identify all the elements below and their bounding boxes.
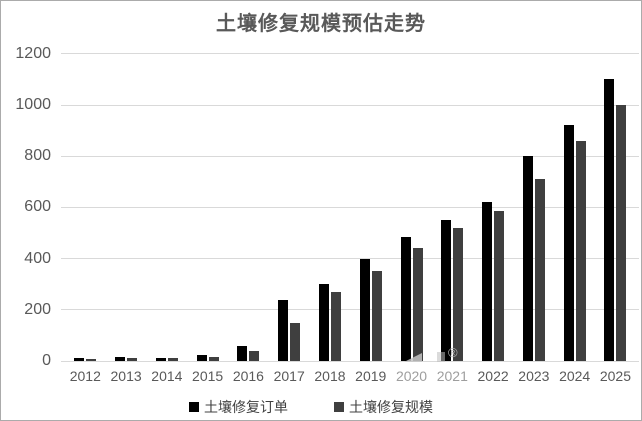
x-axis-tick-label: 2022	[477, 368, 509, 384]
gridline	[61, 309, 639, 311]
bar-土壤修复订单-2020	[400, 236, 411, 361]
bar-土壤修复规模-2024	[575, 140, 586, 361]
watermark-patch	[437, 352, 445, 362]
bar-土壤修复订单-2019	[359, 258, 370, 361]
bar-土壤修复订单-2017	[278, 299, 289, 361]
bar-土壤修复订单-2012	[74, 358, 85, 361]
watermark-swoosh	[404, 353, 422, 362]
bar-土壤修复订单-2018	[318, 284, 329, 361]
x-axis-tick-label: 2017	[273, 368, 305, 384]
gridline	[61, 258, 639, 260]
gridline	[61, 155, 639, 157]
bar-土壤修复订单-2014	[155, 357, 166, 361]
bar-土壤修复规模-2012	[86, 359, 97, 361]
bar-土壤修复规模-2017	[290, 322, 301, 361]
y-axis-tick-label: 800	[24, 147, 51, 165]
bar-土壤修复规模-2014	[167, 357, 178, 361]
x-axis-tick-label: 2013	[110, 368, 142, 384]
bar-土壤修复订单-2024	[563, 125, 574, 361]
x-axis-tick-label: 2015	[192, 368, 224, 384]
y-axis-tick-label: 600	[24, 198, 51, 216]
legend-swatch-orders	[189, 402, 199, 412]
x-axis-tick-label: 2025	[599, 368, 632, 384]
bar-土壤修复规模-2021	[453, 227, 464, 361]
legend-label-orders: 土壤修复订单	[204, 399, 288, 415]
y-axis-tick-label: 200	[24, 300, 51, 318]
x-axis-tick-label: 2018	[314, 368, 346, 384]
legend-item-orders: 土壤修复订单	[189, 397, 288, 417]
bar-土壤修复订单-2016	[237, 345, 248, 361]
bar-土壤修复订单-2021	[441, 220, 452, 361]
bar-土壤修复规模-2022	[494, 211, 505, 361]
y-axis-tick-label: 1000	[15, 96, 51, 113]
bar-土壤修复订单-2023	[522, 156, 533, 361]
legend-swatch-scale	[334, 402, 344, 412]
x-axis-line	[61, 360, 639, 362]
bar-土壤修复规模-2023	[534, 179, 545, 361]
bar-土壤修复订单-2015	[196, 355, 207, 361]
bar-土壤修复规模-2020	[412, 248, 423, 361]
bar-土壤修复订单-2025	[604, 79, 615, 361]
bar-土壤修复订单-2013	[115, 357, 126, 361]
bar-土壤修复订单-2022	[482, 202, 493, 361]
x-axis-tick-label: 2024	[559, 368, 591, 384]
legend: 土壤修复订单 土壤修复规模	[1, 397, 621, 417]
x-axis-tick-label: 2019	[355, 368, 387, 384]
y-axis-tick-label: 1200	[15, 44, 51, 62]
gridline	[61, 206, 639, 208]
x-axis-tick-label: 2012	[69, 368, 101, 384]
watermark-registered-icon: ®	[448, 345, 458, 360]
x-axis-tick-label: 2023	[518, 368, 550, 384]
x-axis-tick-label: 2020	[395, 368, 428, 384]
gridline	[61, 104, 639, 106]
bar-土壤修复规模-2019	[371, 271, 382, 361]
bar-土壤修复规模-2025	[616, 105, 627, 361]
legend-item-scale: 土壤修复规模	[334, 397, 433, 417]
legend-label-scale: 土壤修复规模	[349, 399, 433, 415]
y-axis-tick-label: 400	[24, 249, 51, 267]
x-axis-tick-label: 2021	[436, 368, 468, 384]
x-axis-tick-label: 2016	[232, 368, 264, 384]
y-axis-tick-label: 0	[42, 352, 51, 369]
gridline	[61, 53, 639, 55]
bar-土壤修复规模-2018	[330, 291, 341, 361]
bar-土壤修复规模-2013	[127, 357, 138, 361]
bar-土壤修复规模-2016	[249, 350, 260, 361]
chart-title: 土壤修复规模预估走势	[216, 13, 426, 35]
bar-土壤修复规模-2015	[208, 357, 219, 361]
x-axis-tick-label: 2014	[151, 368, 183, 384]
